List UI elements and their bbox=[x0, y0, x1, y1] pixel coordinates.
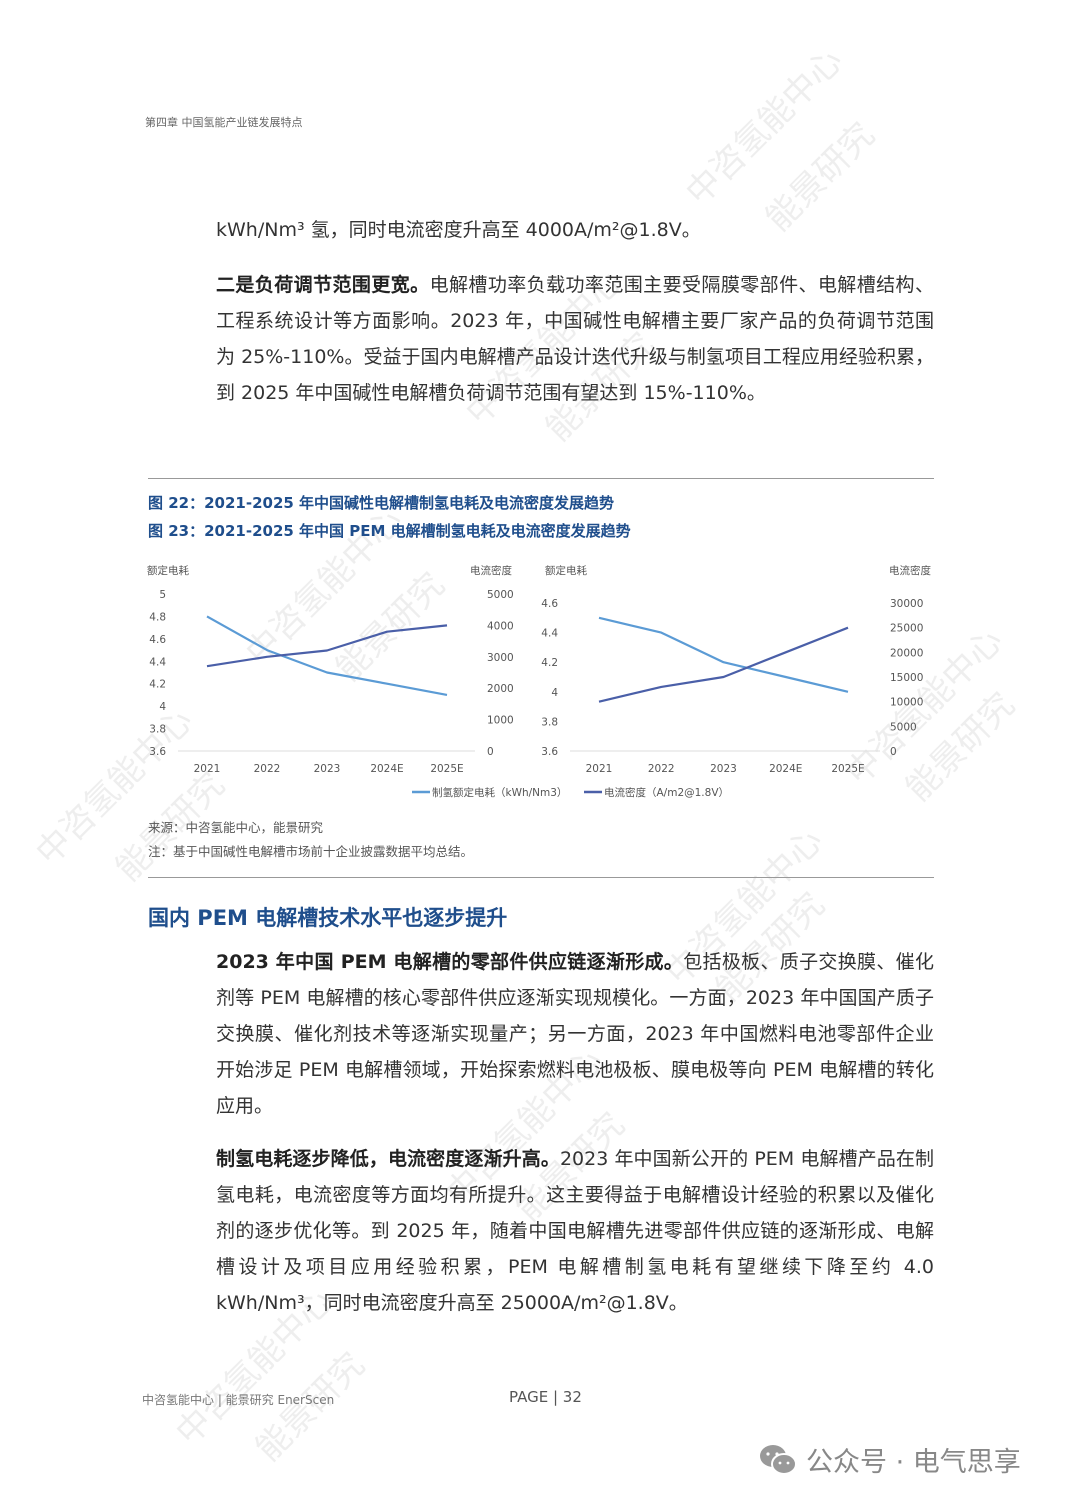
y-tick-right: 2000 bbox=[487, 683, 514, 695]
y-tick-right: 5000 bbox=[890, 721, 917, 733]
legend-label-energy: 制氢额定电耗（kWh/Nm3） bbox=[432, 786, 567, 799]
y-tick-right: 3000 bbox=[487, 652, 514, 664]
y-tick-left: 4.2 bbox=[149, 679, 166, 691]
y-tick-left: 4.8 bbox=[149, 611, 166, 623]
footer-org: 中咨氢能中心 | 能景研究 EnerScen bbox=[142, 1393, 335, 1407]
y-tick-right: 25000 bbox=[890, 623, 923, 635]
footnote: 注：基于中国碱性电解槽市场前十企业披露数据平均总结。 bbox=[148, 844, 474, 859]
chart-pem: 额定电耗 电流密度 4.6 4.4 4.2 4 3.8 3.6 30000 25000 20000 1… bbox=[541, 564, 931, 775]
page-number: PAGE | 32 bbox=[509, 1388, 582, 1406]
wechat-icon bbox=[760, 1444, 797, 1475]
paragraph: 2023 年中国 PEM 电解槽的零部件供应链逐渐形成。包括极板、质子交换膜、催… bbox=[216, 951, 934, 1117]
y-tick-left: 3.8 bbox=[149, 724, 166, 736]
y-tick-left: 3.6 bbox=[149, 746, 166, 758]
y-tick-right: 20000 bbox=[890, 647, 923, 659]
divider bbox=[148, 478, 934, 479]
y-tick-right: 30000 bbox=[890, 598, 923, 610]
paragraph: kWh/Nm³ 氢，同时电流密度升高至 4000A/m²@1.8V。 bbox=[216, 219, 701, 241]
y-tick-left: 4 bbox=[551, 687, 558, 699]
paragraph-lead: 2023 年中国 PEM 电解槽的零部件供应链逐渐形成。 bbox=[216, 951, 684, 973]
y-tick-right: 15000 bbox=[890, 672, 923, 684]
y-tick-right: 0 bbox=[487, 746, 494, 758]
source-note: 来源：中咨氢能中心，能景研究 bbox=[148, 820, 324, 835]
y-tick-left: 3.6 bbox=[541, 746, 558, 758]
wechat-account: 公众号 · 电气思享 bbox=[758, 1440, 1021, 1479]
y-tick-right: 4000 bbox=[487, 620, 514, 632]
y-tick-left: 4.4 bbox=[149, 656, 166, 668]
series-line-density bbox=[598, 626, 849, 703]
y-axis-label-left: 额定电耗 bbox=[147, 564, 189, 577]
y-tick-left: 4.2 bbox=[541, 657, 558, 669]
wechat-label: 公众号 · 电气思享 bbox=[806, 1447, 1021, 1478]
paragraph: 二是负荷调节范围更宽。电解槽功率负载功率范围主要受隔膜零部件、电解槽结构、工程系… bbox=[216, 274, 934, 404]
figure-caption-22: 图 22：2021-2025 年中国碱性电解槽制氢电耗及电流密度发展趋势 bbox=[148, 494, 615, 512]
y-axis-label-right: 电流密度 bbox=[470, 564, 512, 577]
x-tick: 2024E bbox=[769, 763, 802, 775]
y-tick-left: 4.6 bbox=[541, 598, 558, 610]
x-tick: 2025E bbox=[831, 763, 864, 775]
y-tick-left: 5 bbox=[159, 589, 166, 601]
y-tick-left: 4 bbox=[159, 701, 166, 713]
chart-alkaline: 额定电耗 电流密度 5 4.8 4.6 4.4 4.2 4 3.8 3.6 5000 4000 3000… bbox=[147, 564, 514, 775]
x-tick: 2025E bbox=[430, 763, 463, 775]
y-tick-right: 1000 bbox=[487, 715, 514, 727]
y-tick-left: 4.4 bbox=[541, 628, 558, 640]
figure-caption-23: 图 23：2021-2025 年中国 PEM 电解槽制氢电耗及电流密度发展趋势 bbox=[148, 522, 631, 540]
section-title: 国内 PEM 电解槽技术水平也逐步提升 bbox=[148, 906, 508, 930]
x-tick: 2022 bbox=[254, 763, 281, 775]
x-tick: 2024E bbox=[370, 763, 403, 775]
divider bbox=[148, 877, 934, 878]
charts: 额定电耗 电流密度 5 4.8 4.6 4.4 4.2 4 3.8 3.6 5000 4000 3000… bbox=[147, 564, 931, 799]
y-axis-label-left: 额定电耗 bbox=[545, 564, 587, 577]
x-tick: 2023 bbox=[710, 763, 737, 775]
x-tick: 2023 bbox=[314, 763, 341, 775]
series-line-energy bbox=[598, 616, 849, 693]
x-tick: 2021 bbox=[194, 763, 221, 775]
paragraph-lead: 二是负荷调节范围更宽。 bbox=[216, 274, 430, 296]
series-line-energy bbox=[206, 615, 448, 696]
series-line-density bbox=[206, 624, 448, 668]
y-axis-label-right: 电流密度 bbox=[889, 564, 931, 577]
y-tick-right: 0 bbox=[890, 746, 897, 758]
legend: 制氢额定电耗（kWh/Nm3） 电流密度（A/m2@1.8V） bbox=[412, 786, 729, 799]
x-tick: 2021 bbox=[586, 763, 613, 775]
y-tick-left: 4.6 bbox=[149, 634, 166, 646]
legend-label-density: 电流密度（A/m2@1.8V） bbox=[604, 786, 729, 799]
x-tick: 2022 bbox=[648, 763, 675, 775]
paragraph-lead: 制氢电耗逐步降低，电流密度逐渐升高。 bbox=[216, 1148, 560, 1170]
y-tick-left: 3.8 bbox=[541, 716, 558, 728]
y-tick-right: 5000 bbox=[487, 589, 514, 601]
y-tick-right: 10000 bbox=[890, 697, 923, 709]
paragraph: 制氢电耗逐步降低，电流密度逐渐升高。2023 年中国新公开的 PEM 电解槽产品… bbox=[216, 1148, 934, 1314]
chapter-header: 第四章 中国氢能产业链发展特点 bbox=[145, 116, 303, 129]
